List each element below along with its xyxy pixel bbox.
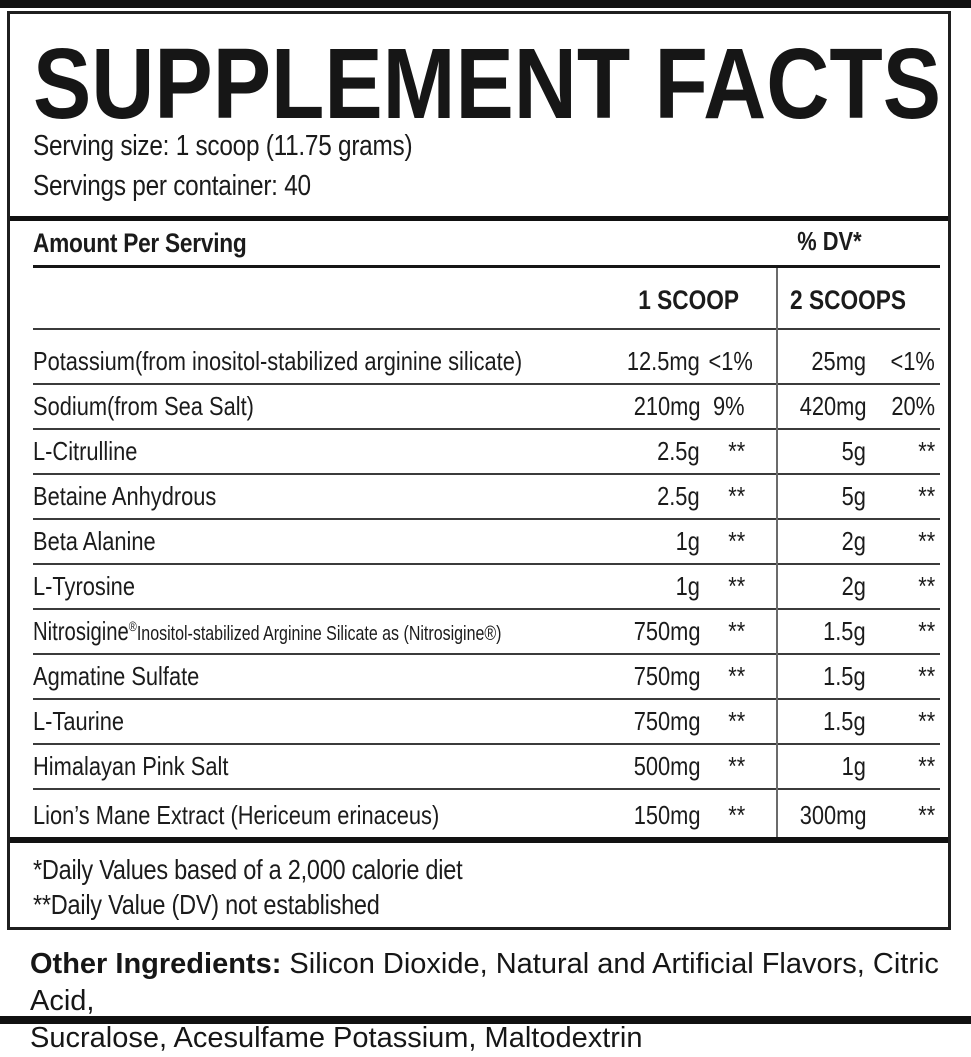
- dv-2-scoops: **: [917, 571, 935, 601]
- servings-per-container-text: Servings per container: 40: [33, 170, 311, 202]
- ingredient-name: Sodium(from Sea Salt): [33, 391, 254, 421]
- ingredient-name: Himalayan Pink Salt: [33, 751, 229, 781]
- amount-2-scoops: 5g: [841, 436, 866, 466]
- amount-1-scoop: 1g: [675, 571, 700, 601]
- amount-2-scoops: 1.5g: [823, 706, 866, 736]
- other-ingredients: Other Ingredients: Silicon Dioxide, Natu…: [30, 946, 966, 1057]
- amount-1-scoop: 750mg: [633, 661, 700, 691]
- dv-2-scoops: **: [917, 436, 935, 466]
- amount-2-scoops: 1.5g: [823, 661, 866, 691]
- ingredient-name: Lion’s Mane Extract (Hericeum erinaceus): [33, 800, 440, 830]
- column-divider: [776, 268, 778, 837]
- ingredient-name: Beta Alanine: [33, 526, 156, 556]
- table-row: Sodium(from Sea Salt) 210mg 9% 420mg 20%: [33, 385, 940, 430]
- footnotes: *Daily Values based of a 2,000 calorie d…: [33, 852, 940, 922]
- ingredient-name: L-Tyrosine: [33, 571, 135, 601]
- supplement-facts-panel: SUPPLEMENT FACTS Serving size: 1 scoop (…: [7, 11, 951, 930]
- other-ingredients-line1: Other Ingredients: Silicon Dioxide, Natu…: [30, 946, 966, 1020]
- dv-2-scoops: **: [917, 481, 935, 511]
- panel-title-text: SUPPLEMENT FACTS: [33, 36, 941, 126]
- ingredient-subtext: Inositol-stabilized Arginine Silicate as…: [136, 622, 502, 645]
- dv-2-scoops: <1%: [890, 346, 935, 376]
- amount-2-scoops: 25mg: [811, 346, 866, 376]
- dv-2-scoops: 20%: [891, 391, 935, 421]
- dv-1-scoop: 9%: [713, 391, 745, 421]
- other-ingredients-line2: Sucralose, Acesulfame Potassium, Maltode…: [30, 1020, 966, 1057]
- dv-2-scoops: **: [917, 616, 935, 646]
- panel-title-svg: SUPPLEMENT FACTS: [33, 36, 941, 126]
- table-row: Potassium(from inositol-stabilized argin…: [33, 330, 940, 385]
- dv-2-scoops: **: [917, 706, 935, 736]
- amount-2-scoops: 1.5g: [823, 616, 866, 646]
- dv-1-scoop: <1%: [708, 346, 753, 376]
- amount-1-scoop: 500mg: [633, 751, 700, 781]
- bottom-border-bar: [0, 1016, 971, 1024]
- ingredient-name: L-Citrulline: [33, 436, 138, 466]
- table-row: Betaine Anhydrous 2.5g ** 5g **: [33, 475, 940, 520]
- amount-per-serving-label: Amount Per Serving: [33, 227, 247, 258]
- table-row: Himalayan Pink Salt 500mg ** 1g **: [33, 745, 940, 790]
- amount-2-scoops: 1g: [841, 751, 866, 781]
- panel-title: SUPPLEMENT FACTS: [33, 36, 941, 126]
- table-row: Agmatine Sulfate 750mg ** 1.5g **: [33, 655, 940, 700]
- table-row: Lion’s Mane Extract (Hericeum erinaceus)…: [33, 790, 940, 837]
- dv-1-scoop: **: [727, 661, 745, 691]
- amount-1-scoop: 150mg: [633, 800, 700, 830]
- servings-per-container-line: Servings per container: 40: [33, 166, 940, 206]
- table-row: L-Tyrosine 1g ** 2g **: [33, 565, 940, 610]
- dv-1-scoop: **: [727, 751, 745, 781]
- top-border-bar: [0, 0, 971, 8]
- percent-dv-label: % DV*: [797, 226, 862, 256]
- dv-1-scoop: **: [727, 800, 745, 830]
- amount-2-scoops: 2g: [841, 571, 866, 601]
- amount-2-scoops: 420mg: [799, 391, 866, 421]
- dv-1-scoop: **: [727, 526, 745, 556]
- other-ingredients-label: Other Ingredients:: [30, 948, 282, 980]
- column-1-scoop: 1 SCOOP: [638, 285, 739, 315]
- amount-1-scoop: 12.5mg: [627, 346, 700, 376]
- dv-1-scoop: **: [727, 571, 745, 601]
- dv-2-scoops: **: [917, 661, 935, 691]
- dv-2-scoops: **: [917, 526, 935, 556]
- amount-1-scoop: 210mg: [633, 391, 700, 421]
- footnote-dv-not-established: **Daily Value (DV) not established: [33, 889, 380, 920]
- ingredient-name: Agmatine Sulfate: [33, 661, 200, 691]
- serving-size-line: Serving size: 1 scoop (11.75 grams): [33, 126, 940, 166]
- ingredient-name: Potassium(from inositol-stabilized argin…: [33, 346, 523, 376]
- dv-1-scoop: **: [727, 706, 745, 736]
- other-ingredients-text1: Silicon Dioxide, Natural and Artificial …: [30, 948, 939, 1017]
- amount-1-scoop: 750mg: [633, 706, 700, 736]
- column-2-scoops: 2 SCOOPS: [790, 285, 907, 315]
- ingredients-table: 1 SCOOP 2 SCOOPS Potassium(from inositol…: [33, 268, 940, 837]
- heavy-rule-bottom: [10, 837, 948, 843]
- table-row: L-Citrulline 2.5g ** 5g **: [33, 430, 940, 475]
- table-row: L-Taurine 750mg ** 1.5g **: [33, 700, 940, 745]
- amount-per-serving-header: Amount Per Serving % DV*: [33, 221, 940, 268]
- amount-2-scoops: 5g: [841, 481, 866, 511]
- dv-1-scoop: **: [727, 436, 745, 466]
- amount-1-scoop: 2.5g: [657, 481, 700, 511]
- dv-1-scoop: **: [727, 481, 745, 511]
- serving-size-text: Serving size: 1 scoop (11.75 grams): [33, 130, 413, 162]
- amount-1-scoop: 1g: [675, 526, 700, 556]
- heavy-rule-top: [10, 216, 948, 221]
- ingredient-name: L-Taurine: [33, 706, 125, 736]
- dv-2-scoops: **: [917, 751, 935, 781]
- other-ingredients-text2: Sucralose, Acesulfame Potassium, Maltode…: [30, 1022, 643, 1054]
- registered-mark: ®: [128, 618, 137, 634]
- scoop-columns-header: 1 SCOOP 2 SCOOPS: [33, 268, 940, 330]
- ingredient-name: Betaine Anhydrous: [33, 481, 217, 511]
- dv-1-scoop: **: [727, 616, 745, 646]
- amount-1-scoop: 2.5g: [657, 436, 700, 466]
- table-row: Nitrosigine®Inositol-stabilized Arginine…: [33, 610, 940, 655]
- amount-1-scoop: 750mg: [633, 616, 700, 646]
- dv-2-scoops: **: [917, 800, 935, 830]
- table-row: Beta Alanine 1g ** 2g **: [33, 520, 940, 565]
- amount-2-scoops: 2g: [841, 526, 866, 556]
- footnote-dv-basis: *Daily Values based of a 2,000 calorie d…: [33, 854, 463, 885]
- amount-2-scoops: 300mg: [799, 800, 866, 830]
- ingredient-name: Nitrosigine®Inositol-stabilized Arginine…: [33, 616, 502, 646]
